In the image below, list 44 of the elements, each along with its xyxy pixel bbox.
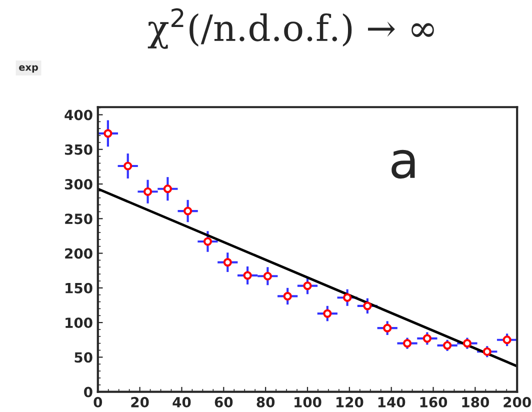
point (383, 324, 392, 332)
point (283, 292, 292, 301)
point (303, 282, 312, 290)
point (482, 347, 492, 356)
point (343, 293, 352, 302)
y-tick-label: 150 (66, 282, 92, 294)
point (104, 129, 112, 138)
chart-title: χ$^{2}$(/n.d.o.f.) → ∞ (148, 8, 434, 49)
x-tick-label: 40 (172, 396, 191, 408)
point (124, 162, 132, 170)
point (184, 206, 192, 216)
point (263, 272, 272, 280)
y-tick-label: 50 (74, 352, 92, 363)
point (462, 339, 472, 348)
point (323, 309, 332, 318)
point (502, 336, 512, 344)
y-tick-label: 200 (65, 248, 92, 259)
x-tick-label: 20 (131, 396, 149, 408)
x-tick-label: 160 (420, 396, 448, 408)
x-tick-label: 100 (294, 396, 322, 408)
point (223, 258, 232, 267)
text: exp (19, 65, 38, 73)
point (422, 334, 432, 343)
y-tick-label: 250 (65, 214, 92, 224)
point (203, 237, 212, 246)
x-tick-label: 140 (378, 396, 406, 408)
y-tick-label: 100 (66, 318, 92, 328)
point (163, 184, 172, 194)
x-tick-label: 0 (94, 396, 102, 408)
point (243, 271, 252, 280)
point (443, 341, 452, 350)
x-tick-label: 180 (462, 396, 490, 408)
x-tick-label: 60 (214, 396, 233, 408)
annotation: a (392, 150, 415, 179)
point (363, 302, 372, 310)
point (402, 339, 412, 348)
x-tick-label: 120 (336, 396, 364, 408)
point (143, 187, 152, 196)
y-tick-label: 0 (84, 386, 92, 398)
y-tick-label: 300 (64, 178, 92, 190)
x-tick-label: 200 (504, 396, 531, 408)
y-tick-label: 400 (64, 110, 92, 120)
x-tick-label: 80 (256, 396, 275, 408)
y-tick-label: 350 (64, 144, 92, 155)
